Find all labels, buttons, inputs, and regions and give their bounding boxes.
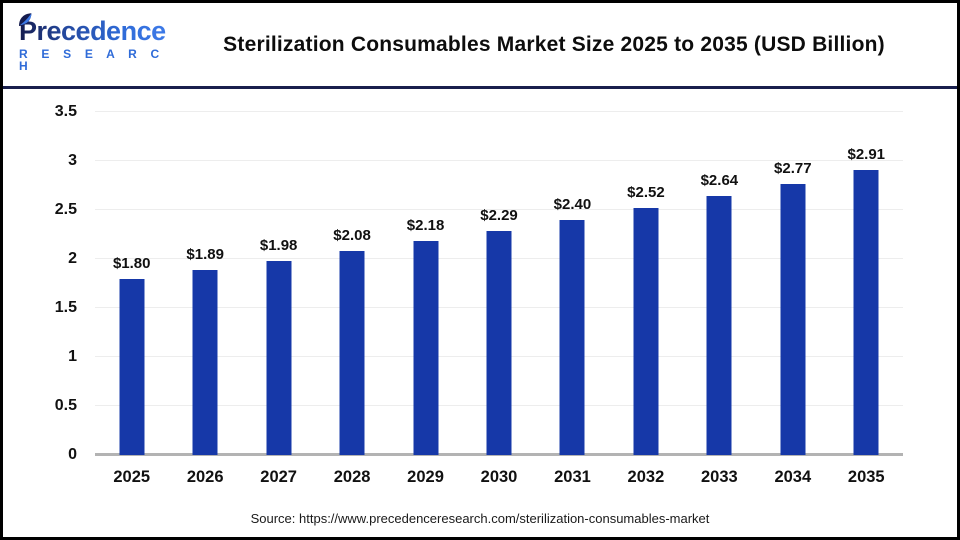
header: Precedence R E S E A R C H Sterilization…: [3, 3, 957, 86]
brand-logo: Precedence R E S E A R C H: [19, 12, 171, 73]
gridline: [95, 160, 903, 161]
chart-area: 0 0.5 1 1.5 2 2.5 3 3.5 $1.80 2025 $1.89 2026 $1.98 2…: [3, 89, 957, 537]
x-tick-label: 2026: [186, 468, 224, 486]
bar: $2.08: [333, 227, 371, 455]
logo-wordmark: Precedence: [19, 12, 166, 46]
bar: $1.98: [260, 237, 297, 455]
y-tick-label: 2.5: [54, 201, 77, 218]
bar: $2.64: [701, 172, 738, 455]
bar-value-label: $2.77: [774, 159, 812, 177]
leaf-icon: [19, 12, 32, 26]
bar-value-label: $2.64: [700, 172, 739, 190]
x-tick-label: 2032: [627, 468, 665, 486]
bar-value-label: $2.29: [480, 206, 518, 224]
bar-fill: [853, 169, 879, 455]
y-tick-label: 1.5: [54, 299, 77, 316]
bar-value-label: $1.80: [112, 254, 151, 272]
x-tick-label: 2030: [480, 468, 518, 486]
logo-subtitle: R E S E A R C H: [19, 46, 165, 73]
x-tick-label: 2025: [113, 468, 151, 486]
page-title: Sterilization Consumables Market Size 20…: [223, 32, 885, 56]
y-tick-label: 3.5: [54, 103, 77, 120]
bar: $2.40: [554, 196, 591, 455]
bar-fill: [192, 269, 218, 455]
bar: $2.77: [774, 160, 812, 455]
y-tick-label: 1: [68, 348, 77, 366]
source-note: Source: https://www.precedenceresearch.c…: [250, 511, 710, 526]
bar-value-label: $2.40: [553, 195, 592, 213]
x-tick-label: 2034: [774, 468, 812, 486]
bar-value-label: $1.98: [259, 236, 298, 254]
y-tick-label: 0.5: [54, 397, 77, 415]
bar-fill: [780, 183, 806, 455]
logo-name: Precedence: [19, 15, 166, 46]
bar: $2.18: [407, 217, 444, 455]
y-tick-label: 3: [68, 152, 77, 169]
gridline: [95, 209, 903, 210]
bar-value-label: $2.52: [627, 184, 665, 202]
bar: $1.89: [186, 246, 224, 455]
bar-value-label: $1.89: [186, 245, 224, 263]
bar-value-label: $2.08: [333, 227, 371, 245]
bar: $2.29: [480, 207, 518, 455]
bar: $2.52: [627, 184, 665, 455]
bar-fill: [119, 278, 145, 455]
bar-fill: [266, 260, 292, 455]
y-tick-label: 2: [68, 250, 77, 268]
bar-value-label: $2.18: [406, 217, 445, 235]
x-tick-label: 2031: [554, 468, 591, 486]
x-tick-label: 2029: [407, 468, 444, 486]
x-tick-label: 2027: [260, 468, 297, 486]
bar-value-label: $2.91: [847, 145, 886, 163]
bar-fill: [339, 251, 365, 455]
bar-fill: [413, 241, 439, 455]
header-divider: [3, 86, 957, 89]
bar-fill: [559, 219, 585, 455]
x-tick-label: 2035: [847, 468, 885, 486]
x-tick-label: 2028: [333, 468, 371, 486]
bar: $2.91: [847, 146, 885, 455]
plot-area: 0 0.5 1 1.5 2 2.5 3 3.5 $1.80 2025 $1.89 2026 $1.98 2…: [55, 103, 903, 486]
bar-fill: [633, 208, 659, 455]
bar: $1.80: [113, 255, 150, 455]
x-tick-label: 2033: [701, 468, 738, 486]
gridline: [95, 111, 903, 112]
bar-fill: [706, 196, 732, 455]
bar-fill: [486, 230, 512, 455]
y-tick-label: 0: [68, 446, 77, 463]
